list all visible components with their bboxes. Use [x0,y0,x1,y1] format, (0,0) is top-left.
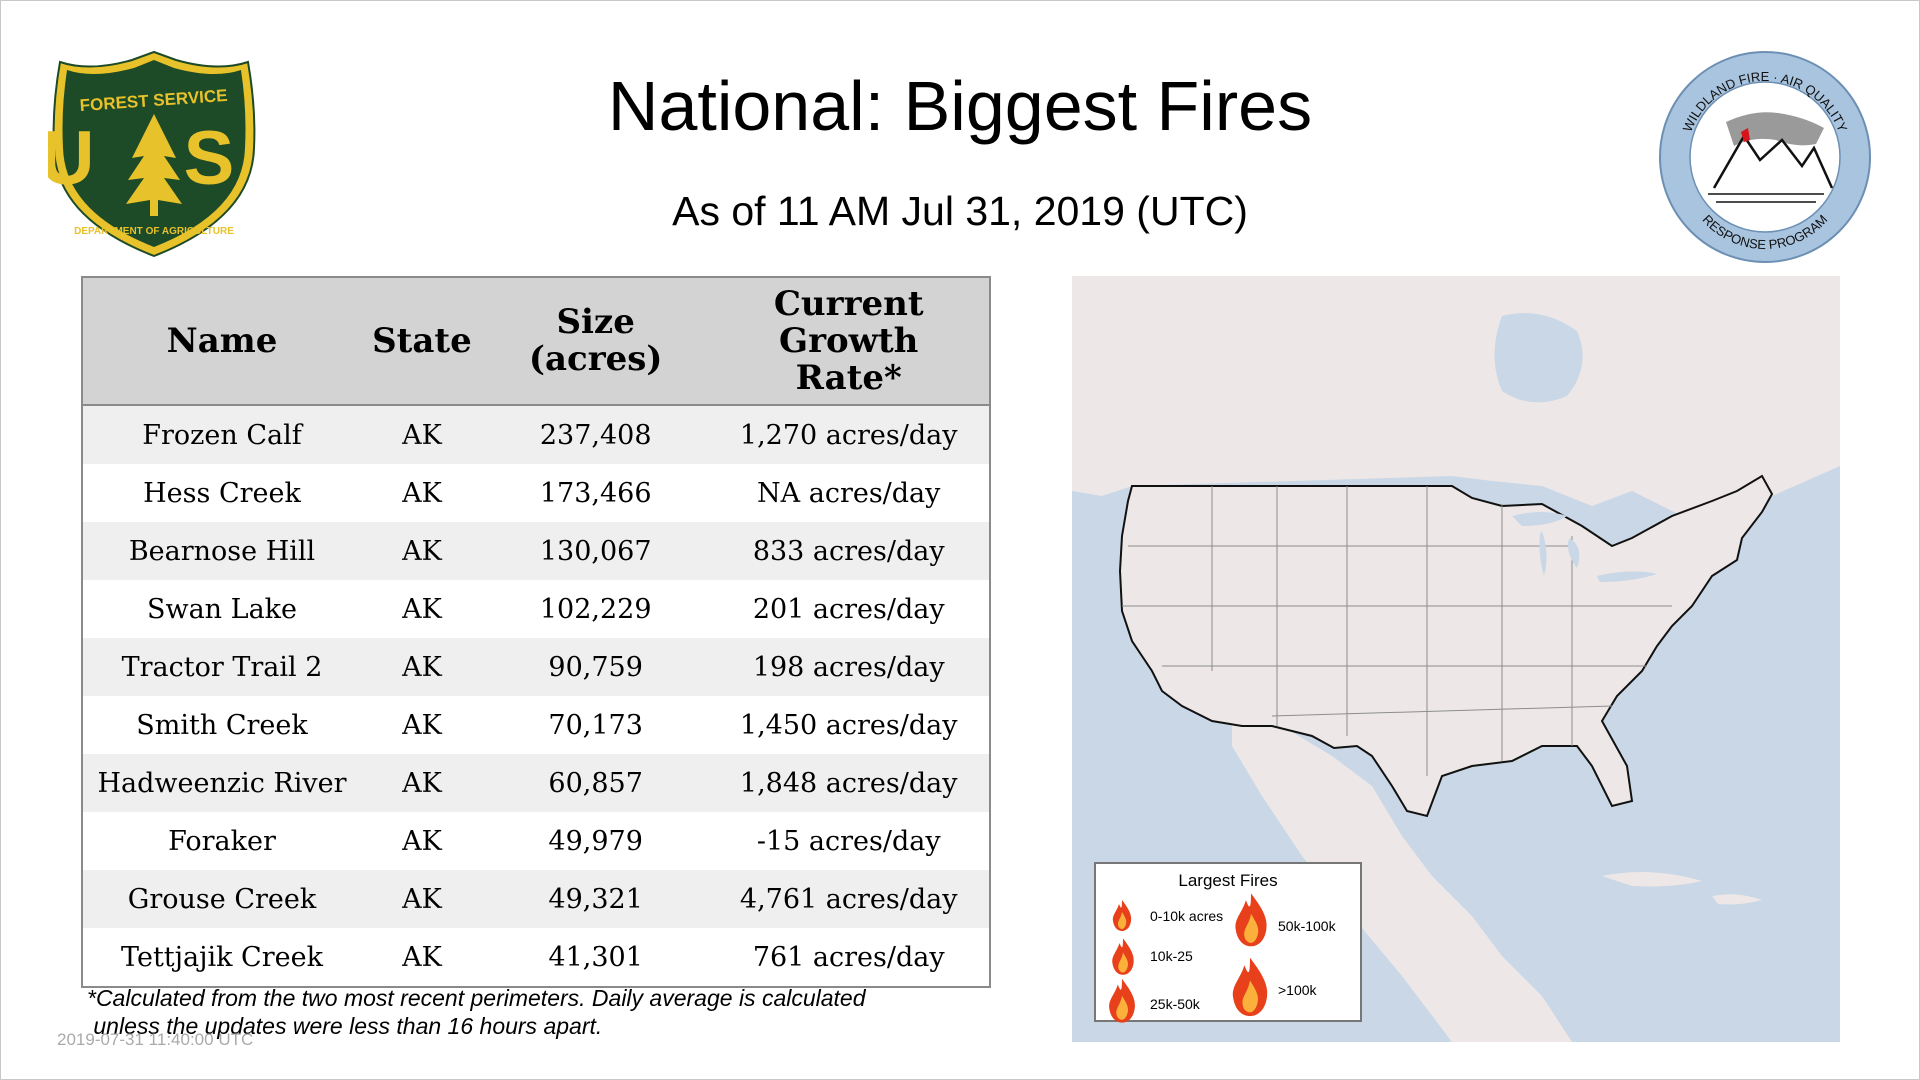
fire-name: Tractor Trail 2 [82,638,361,696]
fire-name: Swan Lake [82,580,361,638]
table-row: Grouse Creek AK 49,321 4,761 acres/day [82,870,990,928]
legend-label-100k-plus: >100k [1278,982,1317,998]
fire-state: AK [361,812,483,870]
lake-huron [1567,538,1580,568]
fire-name: Grouse Creek [82,870,361,928]
fire-size: 130,067 [482,522,709,580]
table-row: Frozen Calf AK 237,408 1,270 acres/day [82,405,990,464]
fire-size: 102,229 [482,580,709,638]
table-row: Tettjajik Creek AK 41,301 761 acres/day [82,928,990,987]
fire-size: 70,173 [482,696,709,754]
table-row: Swan Lake AK 102,229 201 acres/day [82,580,990,638]
fire-state: AK [361,638,483,696]
flame-large-icon [1109,978,1135,1023]
wfarp-logo: WILDLAND FIRE · AIR QUALITY RESPONSE PRO… [1659,51,1871,263]
table-row: Hadweenzic River AK 60,857 1,848 acres/d… [82,754,990,812]
cuba [1602,872,1702,887]
flame-xxlarge-icon [1232,957,1268,1017]
fire-state: AK [361,928,483,987]
flame-small-icon [1112,900,1132,931]
table-row: Hess Creek AK 173,466 NA acres/day [82,464,990,522]
timestamp: 2019-07-31 11:40:00 UTC [57,1030,254,1049]
table-row: Tractor Trail 2 AK 90,759 198 acres/day [82,638,990,696]
legend-label-0-10k: 0-10k acres [1150,908,1224,924]
mexico-land [1232,706,1572,1042]
fire-name: Frozen Calf [82,405,361,464]
fire-growth: 201 acres/day [708,580,990,638]
footnote-line-1: *Calculated from the two most recent per… [87,985,866,1011]
header-size: Size (acres) [482,277,709,406]
footnote: *Calculated from the two most recent per… [87,984,866,1040]
fire-state: AK [361,754,483,812]
fire-name: Bearnose Hill [82,522,361,580]
state-borders [1122,486,1672,776]
fire-growth: 761 acres/day [708,928,990,987]
us-map [1072,276,1840,1042]
table-row: Bearnose Hill AK 130,067 833 acres/day [82,522,990,580]
flame-xlarge-icon [1235,893,1267,947]
fire-name: Foraker [82,812,361,870]
logo-bottom-text: DEPARTMENT OF AGRICULTURE [74,226,234,237]
canada-land [1072,276,1840,521]
fire-growth: 4,761 acres/day [708,870,990,928]
legend-label-50k-100k: 50k-100k [1278,918,1336,934]
smoke-plume-icon [1726,112,1824,146]
legend-label-25k-50k: 25k-50k [1150,996,1200,1012]
fire-state: AK [361,405,483,464]
map-legend: Largest Fires 0-10k acres 10k-25 25k-50k… [1094,862,1362,1023]
lake-superior [1512,512,1567,526]
fire-state: AK [361,522,483,580]
header-name: Name [82,277,361,406]
fire-size: 237,408 [482,405,709,464]
fire-name: Smith Creek [82,696,361,754]
fire-growth: -15 acres/day [708,812,990,870]
fire-size: 41,301 [482,928,709,987]
fire-size: 60,857 [482,754,709,812]
page-title: National: Biggest Fires [607,67,1313,145]
hudson-bay [1494,313,1583,403]
fire-size: 49,979 [482,812,709,870]
fire-growth: 1,270 acres/day [708,405,990,464]
fire-size: 90,759 [482,638,709,696]
fires-table: Name State Size (acres) Current Growth R… [81,276,991,988]
fire-state: AK [361,870,483,928]
fire-size: 173,466 [482,464,709,522]
fire-name: Hess Creek [82,464,361,522]
fire-growth: 1,450 acres/day [708,696,990,754]
hispaniola [1712,894,1762,905]
forest-service-logo: FOREST SERVICE U S DEPARTMENT OF AGRICUL… [48,50,256,258]
fire-growth: 833 acres/day [708,522,990,580]
us-land [1118,474,1774,818]
fire-size: 49,321 [482,870,709,928]
lake-erie [1597,571,1657,582]
flame-medium-icon [1112,938,1134,975]
fire-state: AK [361,580,483,638]
fire-growth: 198 acres/day [708,638,990,696]
fire-name: Tettjajik Creek [82,928,361,987]
header-state: State [361,277,483,406]
pine-tree-icon [126,114,182,216]
fire-name: Hadweenzic River [82,754,361,812]
header-growth: Current Growth Rate* [708,277,990,406]
fire-marker-icon [1741,128,1750,142]
footnote-line-2: unless the updates were less than 16 hou… [87,1013,603,1039]
table-header-row: Name State Size (acres) Current Growth R… [82,277,990,406]
fire-growth: 1,848 acres/day [708,754,990,812]
legend-label-10k-25: 10k-25 [1150,948,1193,964]
fire-state: AK [361,464,483,522]
table-row: Smith Creek AK 70,173 1,450 acres/day [82,696,990,754]
lake-michigan [1539,531,1547,576]
fire-growth: NA acres/day [708,464,990,522]
fire-state: AK [361,696,483,754]
page-subtitle: As of 11 AM Jul 31, 2019 (UTC) [672,188,1248,234]
legend-title: Largest Fires [1178,871,1278,890]
table-row: Foraker AK 49,979 -15 acres/day [82,812,990,870]
